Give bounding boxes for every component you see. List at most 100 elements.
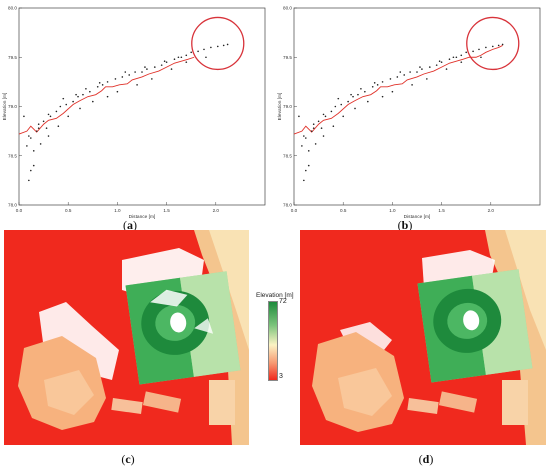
data-point (47, 113, 50, 116)
data-point (141, 71, 143, 73)
data-point (57, 125, 60, 127)
data-point (49, 115, 52, 118)
data-point (124, 71, 127, 73)
data-point (452, 56, 455, 59)
y-tick-label: 78.0 (283, 203, 292, 208)
data-point (409, 71, 411, 73)
data-point (305, 169, 307, 172)
data-point (177, 56, 180, 59)
profile-line (293, 45, 503, 135)
data-point (151, 78, 153, 80)
data-point (35, 130, 38, 132)
data-point (342, 115, 344, 118)
data-point (32, 164, 35, 167)
x-tick-label: 1.5 (438, 208, 445, 213)
y-axis-label: Elevation [m] (2, 93, 8, 121)
data-point (37, 123, 40, 126)
profile-plot-a: 0.0 0.5 1.0 1.5 2.0 78.0 78.5 79.0 79.5 80.0 Dista… (0, 0, 275, 225)
data-point (465, 51, 467, 54)
data-point (67, 115, 69, 118)
plot-frame (293, 7, 541, 206)
data-point (419, 66, 421, 68)
data-point (205, 56, 207, 59)
data-point (435, 64, 438, 66)
data-point (403, 74, 406, 76)
highlight-circle (191, 16, 245, 71)
data-point (98, 82, 101, 84)
caption-c: (c) (121, 452, 135, 466)
data-point (381, 95, 384, 98)
caption-b: (b) (397, 218, 413, 232)
x-tick-label: 2.0 (488, 208, 495, 213)
data-point (485, 46, 487, 49)
data-point (47, 135, 50, 137)
data-point (301, 145, 303, 147)
x-tick-label: 0.0 (16, 208, 23, 213)
data-point (163, 60, 166, 62)
x-tick-label: 0.5 (340, 208, 347, 213)
x-tick-label: 0.0 (291, 208, 298, 213)
data-point (478, 48, 480, 51)
data-point (185, 54, 188, 57)
data-point (190, 51, 192, 54)
data-point (77, 95, 79, 98)
data-point (114, 78, 117, 80)
profile-chart-a-svg: 0.0 0.5 1.0 1.5 2.0 78.0 78.5 79.0 79.5 80.0 Dista… (2, 6, 266, 220)
legend-title: Elevation [m] (256, 292, 294, 299)
data-point (128, 74, 131, 76)
data-point (389, 78, 392, 80)
data-point (337, 97, 340, 100)
data-point (472, 50, 474, 53)
data-point (303, 135, 305, 137)
y-tick-label: 79.5 (283, 55, 292, 60)
caption-d: (d) (418, 452, 434, 466)
data-point (491, 45, 494, 48)
data-point (350, 93, 352, 96)
data-point (360, 87, 362, 90)
data-point (347, 100, 349, 103)
x-tick-label: 1.0 (389, 208, 396, 213)
data-point (305, 137, 307, 139)
y-axis-label: Elevation [m] (277, 93, 283, 121)
data-point (28, 135, 30, 137)
data-point (373, 82, 376, 84)
data-point (312, 123, 315, 126)
data-point (376, 84, 379, 86)
data-point (180, 56, 183, 59)
y-tick-label: 79.5 (8, 55, 17, 60)
data-point (460, 61, 463, 63)
data-point (144, 66, 146, 68)
data-point (322, 113, 325, 116)
data-point (396, 76, 399, 78)
data-point (26, 145, 28, 147)
data-point (136, 84, 138, 86)
data-point (210, 46, 212, 49)
data-point (30, 169, 32, 172)
elevation-map-d (300, 230, 546, 445)
x-tick-label: 2.0 (213, 208, 220, 213)
data-point (173, 58, 176, 61)
data-point (37, 127, 40, 129)
data-point (307, 164, 310, 167)
data-point (55, 110, 58, 113)
data-point (62, 97, 65, 100)
data-point (460, 54, 463, 57)
y-tick-label: 78.5 (283, 153, 292, 158)
data-point (106, 95, 109, 98)
data-point (28, 179, 30, 182)
data-point (203, 48, 205, 51)
data-point (96, 86, 99, 88)
data-point (32, 150, 35, 152)
y-tick-label: 80.0 (283, 6, 292, 11)
data-point (85, 87, 87, 90)
x-axis-label: Distance [m] (129, 214, 156, 220)
data-point (222, 44, 225, 47)
data-point (497, 44, 500, 47)
data-point (65, 103, 68, 106)
data-point (146, 68, 148, 70)
profile-chart-b-svg: 0.0 0.5 1.0 1.5 2.0 78.0 78.5 79.0 79.5 80.0 Dista… (277, 6, 541, 220)
x-tick-label: 0.5 (65, 208, 72, 213)
data-point (42, 120, 45, 123)
data-point (226, 43, 229, 46)
data-point (448, 58, 451, 61)
